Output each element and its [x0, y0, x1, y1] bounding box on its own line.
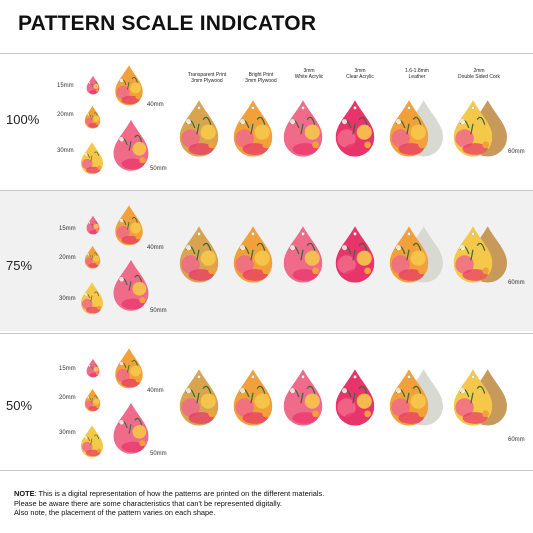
size-label-40mm: 40mm — [147, 102, 164, 108]
earring-20mm — [84, 245, 101, 269]
divider-top — [0, 53, 533, 54]
earring-transparent-plywood — [179, 100, 219, 157]
note-line3: Also note, the placement of the pattern … — [14, 508, 216, 517]
scale-label-50: 50% — [6, 398, 33, 413]
earring-white-acrylic — [283, 226, 323, 283]
note-prefix: NOTE — [14, 489, 35, 498]
divider-3 — [0, 470, 533, 471]
size-label-20mm: 20mm — [57, 112, 74, 118]
earring-30mm — [80, 425, 104, 458]
material-label-bright-plywood: Bright Print 3mm Plywood — [245, 72, 277, 84]
earring-50mm — [113, 259, 149, 311]
earring-40mm — [115, 348, 143, 389]
size-label-15mm: 15mm — [59, 226, 76, 232]
earring-15mm — [86, 75, 100, 95]
earring-cork — [453, 100, 508, 157]
earring-bright-plywood — [233, 369, 273, 426]
divider-2 — [0, 333, 533, 334]
earring-bright-plywood — [233, 100, 273, 157]
size-label-15mm: 15mm — [57, 83, 74, 89]
material-label-cork: 2mm Double Sided Cork — [458, 68, 500, 80]
earring-leather — [389, 100, 444, 157]
size-label-50mm: 50mm — [150, 166, 167, 172]
size-label-60mm: 60mm — [508, 437, 525, 443]
size-label-50mm: 50mm — [150, 308, 167, 314]
note-line2: Please be aware there are some character… — [14, 498, 282, 508]
earring-50mm — [113, 119, 149, 171]
earring-30mm — [80, 142, 104, 175]
earring-15mm — [86, 215, 100, 235]
earring-cork — [453, 369, 508, 426]
size-label-15mm: 15mm — [59, 366, 76, 372]
divider-1 — [0, 190, 533, 191]
earring-clear-acrylic — [335, 226, 375, 283]
size-label-40mm: 40mm — [147, 388, 164, 394]
earring-20mm — [84, 105, 101, 129]
earring-cork — [453, 226, 508, 283]
earring-leather — [389, 226, 444, 283]
material-label-clear-acrylic: 3mm Clear Acrylic — [346, 68, 374, 80]
note-block: NOTE: This is a digital representation o… — [14, 489, 519, 518]
earring-40mm — [115, 65, 143, 106]
scale-label-100: 100% — [6, 112, 40, 127]
earring-white-acrylic — [283, 369, 323, 426]
earring-40mm — [115, 205, 143, 246]
size-label-30mm: 30mm — [59, 430, 76, 436]
earring-clear-acrylic — [335, 100, 375, 157]
size-label-30mm: 30mm — [59, 296, 76, 302]
material-label-transparent-plywood: Transparent Print 3mm Plywood — [187, 72, 227, 84]
size-label-60mm: 60mm — [508, 149, 525, 155]
earring-white-acrylic — [283, 100, 323, 157]
material-label-leather: 1.6-1.8mm Leather — [405, 68, 429, 80]
size-label-60mm: 60mm — [508, 280, 525, 286]
size-label-50mm: 50mm — [150, 451, 167, 457]
material-label-white-acrylic: 3mm White Acrylic — [294, 68, 324, 80]
size-label-30mm: 30mm — [57, 148, 74, 154]
earring-leather — [389, 369, 444, 426]
earring-20mm — [84, 388, 101, 412]
earring-50mm — [113, 402, 149, 454]
earring-transparent-plywood — [179, 226, 219, 283]
scale-label-75: 75% — [6, 258, 33, 273]
earring-transparent-plywood — [179, 369, 219, 426]
note-line1: : This is a digital representation of ho… — [34, 489, 325, 498]
size-label-20mm: 20mm — [59, 255, 76, 261]
earring-bright-plywood — [233, 226, 273, 283]
size-label-40mm: 40mm — [147, 245, 164, 251]
earring-15mm — [86, 358, 100, 378]
earring-30mm — [80, 282, 104, 315]
earring-clear-acrylic — [335, 369, 375, 426]
page-title: PATTERN SCALE INDICATOR — [18, 12, 317, 35]
size-label-20mm: 20mm — [59, 395, 76, 401]
